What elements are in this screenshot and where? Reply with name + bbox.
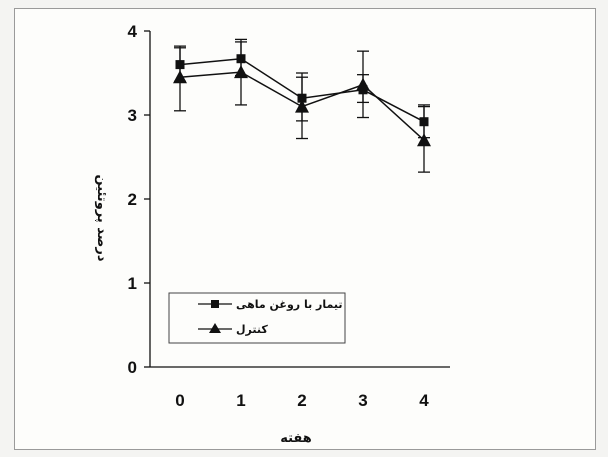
legend-item-fish-oil: تیمار با روغن ماهی <box>198 298 343 311</box>
y-tick-label: 4 <box>128 22 138 41</box>
data-point-square <box>175 60 185 70</box>
y-tick-label: 3 <box>128 106 137 125</box>
y-tick-label: 1 <box>128 274 137 293</box>
legend-triangle-marker <box>209 323 221 333</box>
data-point-triangle <box>417 133 431 147</box>
data-point-triangle <box>173 70 187 84</box>
x-tick-label: 0 <box>175 391 184 410</box>
x-axis-label: هفته <box>280 431 312 446</box>
legend: تیمار با روغن ماهی کنترل <box>168 292 346 344</box>
y-axis-label: درصد پروتئین <box>94 175 109 262</box>
x-tick-label: 2 <box>297 391 306 410</box>
data-point-square <box>419 117 429 127</box>
legend-label-control: کنترل <box>236 323 268 336</box>
x-tick-label: 4 <box>419 391 429 410</box>
data-point-triangle <box>234 65 248 79</box>
legend-item-control: کنترل <box>198 323 268 336</box>
legend-label-fish-oil: تیمار با روغن ماهی <box>236 298 343 311</box>
x-tick-label: 3 <box>358 391 367 410</box>
chart-frame <box>14 8 596 450</box>
y-tick-label: 2 <box>128 190 137 209</box>
legend-square-marker <box>211 300 219 308</box>
data-point-triangle <box>295 99 309 113</box>
data-point-triangle <box>356 77 370 91</box>
y-tick-label: 0 <box>128 358 137 377</box>
data-point-square <box>297 93 307 103</box>
x-tick-label: 1 <box>236 391 245 410</box>
data-point-square <box>236 54 246 64</box>
legend-box <box>168 292 346 344</box>
